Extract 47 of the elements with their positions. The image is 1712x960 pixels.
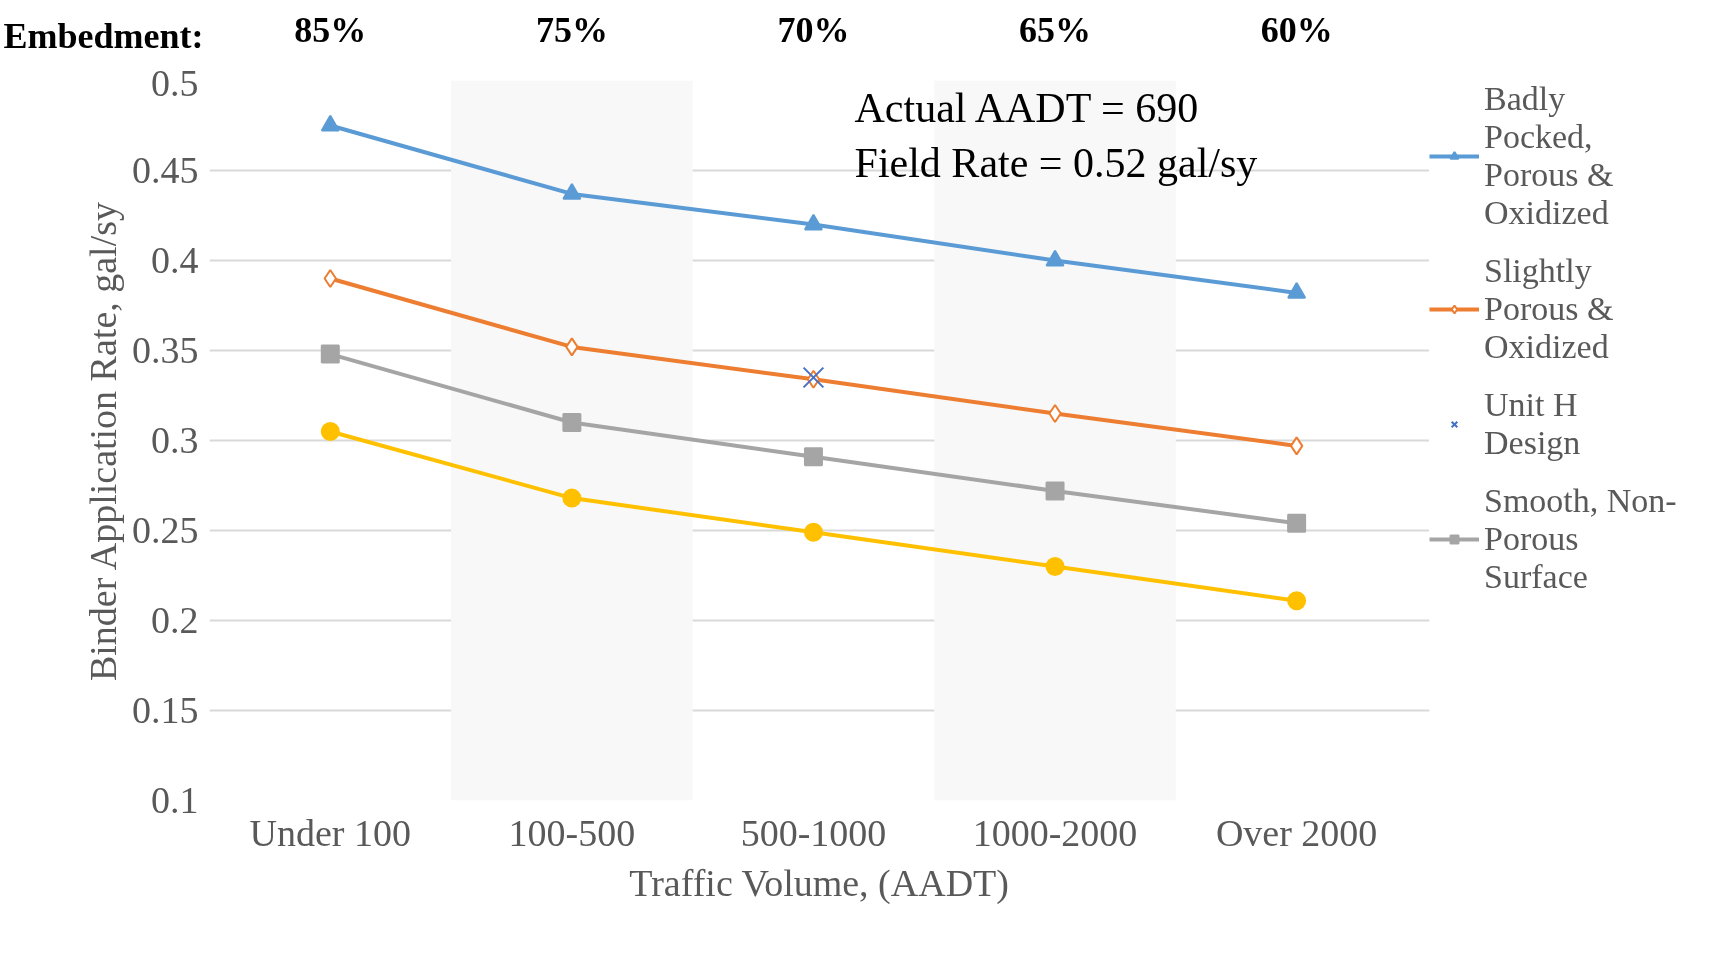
point <box>562 413 582 432</box>
legend-label: Slightly Porous & Oxidized <box>1484 252 1614 366</box>
point <box>1287 513 1307 533</box>
text: 65% <box>1019 9 1092 50</box>
point <box>1287 591 1307 611</box>
text: 70% <box>777 9 850 50</box>
annotation: Field Rate = 0.52 gal/sy <box>854 139 1258 186</box>
point <box>803 447 823 467</box>
y-tick-label: 0.1 <box>151 779 199 821</box>
point <box>320 422 340 441</box>
y-tick-label: 0.15 <box>132 689 199 731</box>
x-tick-label: 100-500 <box>508 811 636 854</box>
point <box>562 183 582 200</box>
point <box>1289 436 1304 456</box>
text: 75% <box>535 9 608 50</box>
x-tick-label: Under 100 <box>249 811 412 854</box>
y-tick-label: 0.35 <box>132 329 199 371</box>
point <box>1045 249 1065 267</box>
text: 85% <box>294 9 367 50</box>
point <box>323 269 337 288</box>
legend-label: Badly Pocked, Porous & Oxidized <box>1484 80 1614 232</box>
annotation: Actual AADT = 690 <box>854 84 1199 131</box>
y-tick-label: 0.2 <box>151 599 199 641</box>
x-tick-label: 500-1000 <box>740 811 887 854</box>
text: 60% <box>1260 9 1333 50</box>
point <box>1048 404 1062 423</box>
legend-label: Smooth, Non-Porous Surface <box>1484 482 1677 596</box>
x-tick-label: Over 2000 <box>1215 811 1378 854</box>
y-tick-label: 0.4 <box>151 239 199 281</box>
point <box>1045 481 1065 501</box>
legend-label: Unit H Design <box>1484 386 1581 462</box>
y-tick-label: 0.25 <box>132 509 199 551</box>
point <box>1287 282 1307 299</box>
point <box>320 114 340 132</box>
point <box>320 344 340 364</box>
text: Embedment: <box>3 15 204 56</box>
point <box>562 488 582 508</box>
y-axis-title: Binder Application Rate, gal/sy <box>82 201 124 682</box>
point <box>803 213 823 231</box>
point <box>1045 557 1065 576</box>
point <box>565 337 579 357</box>
y-tick-label: 0.45 <box>132 149 199 191</box>
y-tick-label: 0.5 <box>151 61 199 104</box>
y-tick-label: 0.3 <box>151 419 199 461</box>
x-tick-label: 1000-2000 <box>972 811 1138 854</box>
point <box>803 522 823 542</box>
x-axis-title: Traffic Volume, (AADT) <box>629 861 1009 905</box>
